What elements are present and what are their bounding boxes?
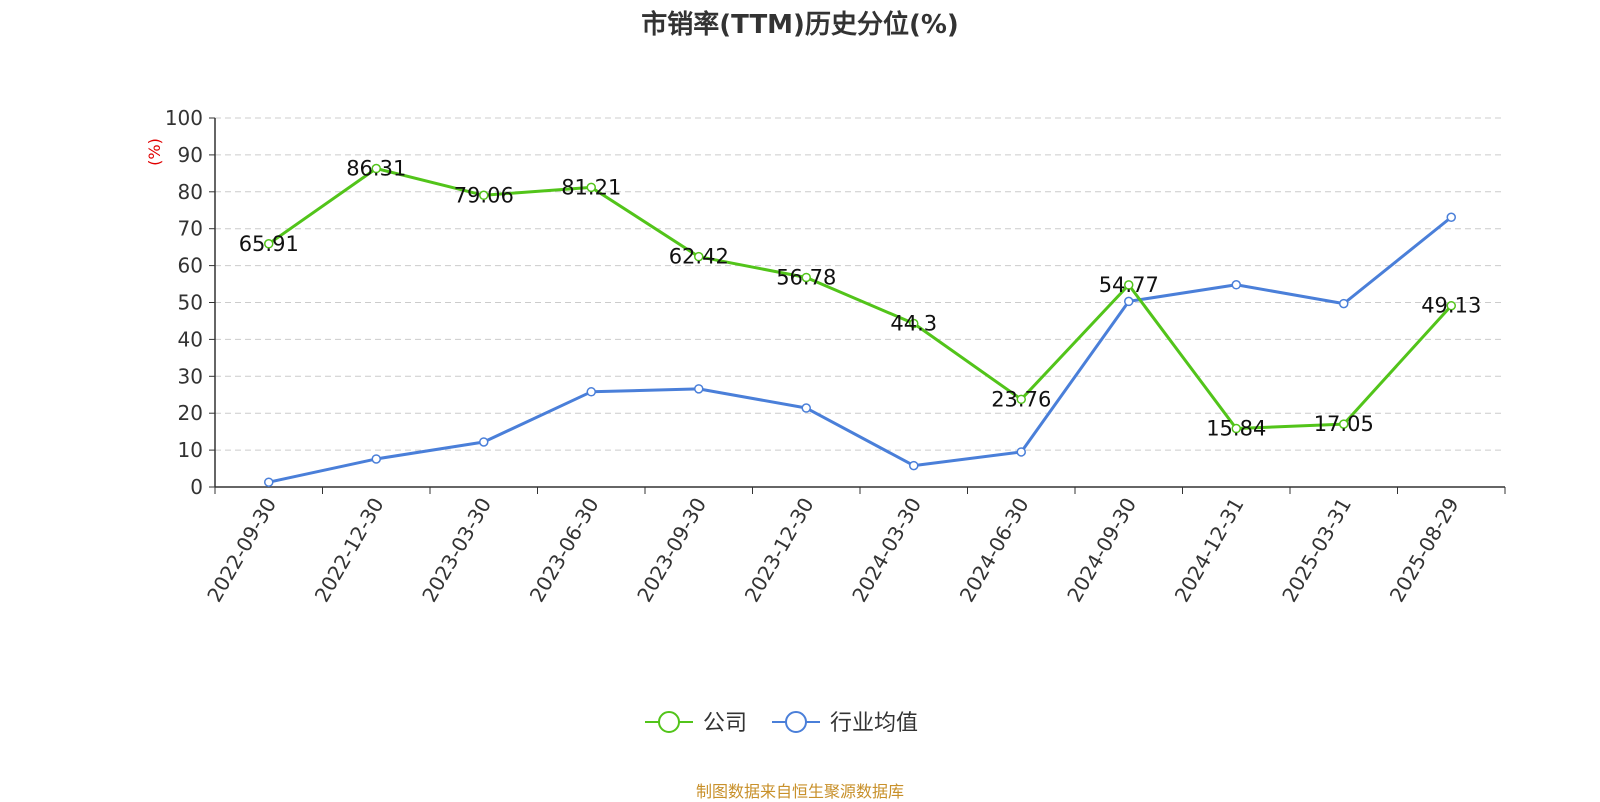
data-label: 15.84 (1206, 417, 1266, 441)
data-point (264, 477, 274, 487)
data-point (1231, 423, 1241, 434)
data-point (801, 272, 811, 283)
y-tick-label: 40 (178, 327, 203, 351)
legend-item-company: 公司 (645, 711, 747, 736)
series-line (268, 216, 1453, 484)
y-tick-label: 0 (190, 475, 203, 499)
data-point (1446, 212, 1456, 223)
x-tick-label: 2024-03-30 (847, 494, 926, 607)
y-tick-label: 80 (178, 180, 203, 204)
data-point (1016, 394, 1026, 405)
data-label: 23.76 (991, 387, 1051, 411)
series-industry-average (264, 212, 1456, 487)
legend-marker (658, 711, 680, 733)
y-tick-label: 10 (178, 438, 203, 462)
data-point (1446, 300, 1456, 311)
legend-item-industry-average: 行业均值 (772, 711, 918, 736)
data-point (1124, 296, 1134, 307)
x-tick-label: 2025-03-31 (1277, 494, 1356, 607)
data-label: 54.77 (1099, 273, 1159, 297)
y-axis-label: (%) (145, 138, 164, 166)
data-point (1231, 280, 1241, 290)
y-tick-label: 90 (178, 143, 203, 167)
series-company (264, 163, 1456, 434)
x-tick-label: 2023-03-30 (417, 494, 496, 607)
x-tick-label: 2023-09-30 (632, 494, 711, 607)
legend-label: 公司 (703, 711, 747, 736)
data-label: 56.78 (776, 265, 836, 289)
x-tick-label: 2022-12-30 (310, 494, 389, 607)
data-point (694, 251, 704, 262)
legend-label: 行业均值 (830, 711, 918, 736)
data-label: 62.42 (669, 245, 729, 269)
y-tick-label: 20 (178, 401, 203, 425)
y-tick-label: 70 (178, 217, 203, 241)
data-point (371, 163, 381, 174)
data-point (909, 460, 919, 471)
x-tick-label: 2023-06-30 (525, 494, 604, 607)
x-tick-label: 2025-08-29 (1385, 494, 1464, 607)
series-line (267, 167, 1453, 431)
data-point (909, 318, 919, 329)
x-tick-label: 2022-09-30 (202, 494, 281, 607)
data-point (1339, 298, 1349, 309)
x-tick-label: 2024-12-31 (1170, 494, 1249, 607)
chart-title: 市销率(TTM)历史分位(%) (641, 10, 959, 40)
data-source-note: 制图数据来自恒生聚源数据库 (695, 782, 904, 801)
data-point (371, 454, 381, 464)
data-point (1124, 280, 1134, 290)
data-label: 86.31 (346, 157, 406, 181)
data-label: 81.21 (561, 175, 621, 199)
data-point (479, 437, 489, 447)
data-point (586, 182, 596, 193)
data-point (694, 384, 704, 394)
data-label: 79.06 (454, 183, 514, 207)
data-point (1339, 419, 1349, 429)
x-tick-label: 2024-09-30 (1062, 494, 1141, 607)
x-tick-label: 2024-06-30 (955, 494, 1034, 607)
data-point (586, 387, 596, 397)
data-label: 17.05 (1314, 412, 1374, 436)
data-point (801, 403, 811, 413)
data-label: 65.91 (239, 232, 299, 256)
data-label: 49.13 (1421, 294, 1481, 318)
y-tick-label: 100 (165, 106, 203, 130)
y-tick-label: 30 (178, 364, 203, 388)
y-tick-label: 50 (178, 291, 203, 315)
data-label: 44.3 (890, 312, 937, 336)
y-tick-label: 60 (178, 254, 203, 278)
data-point (264, 239, 274, 249)
legend-marker (785, 711, 807, 733)
x-tick-label: 2023-12-30 (740, 494, 819, 607)
data-point (1016, 447, 1026, 457)
data-point (479, 190, 489, 201)
